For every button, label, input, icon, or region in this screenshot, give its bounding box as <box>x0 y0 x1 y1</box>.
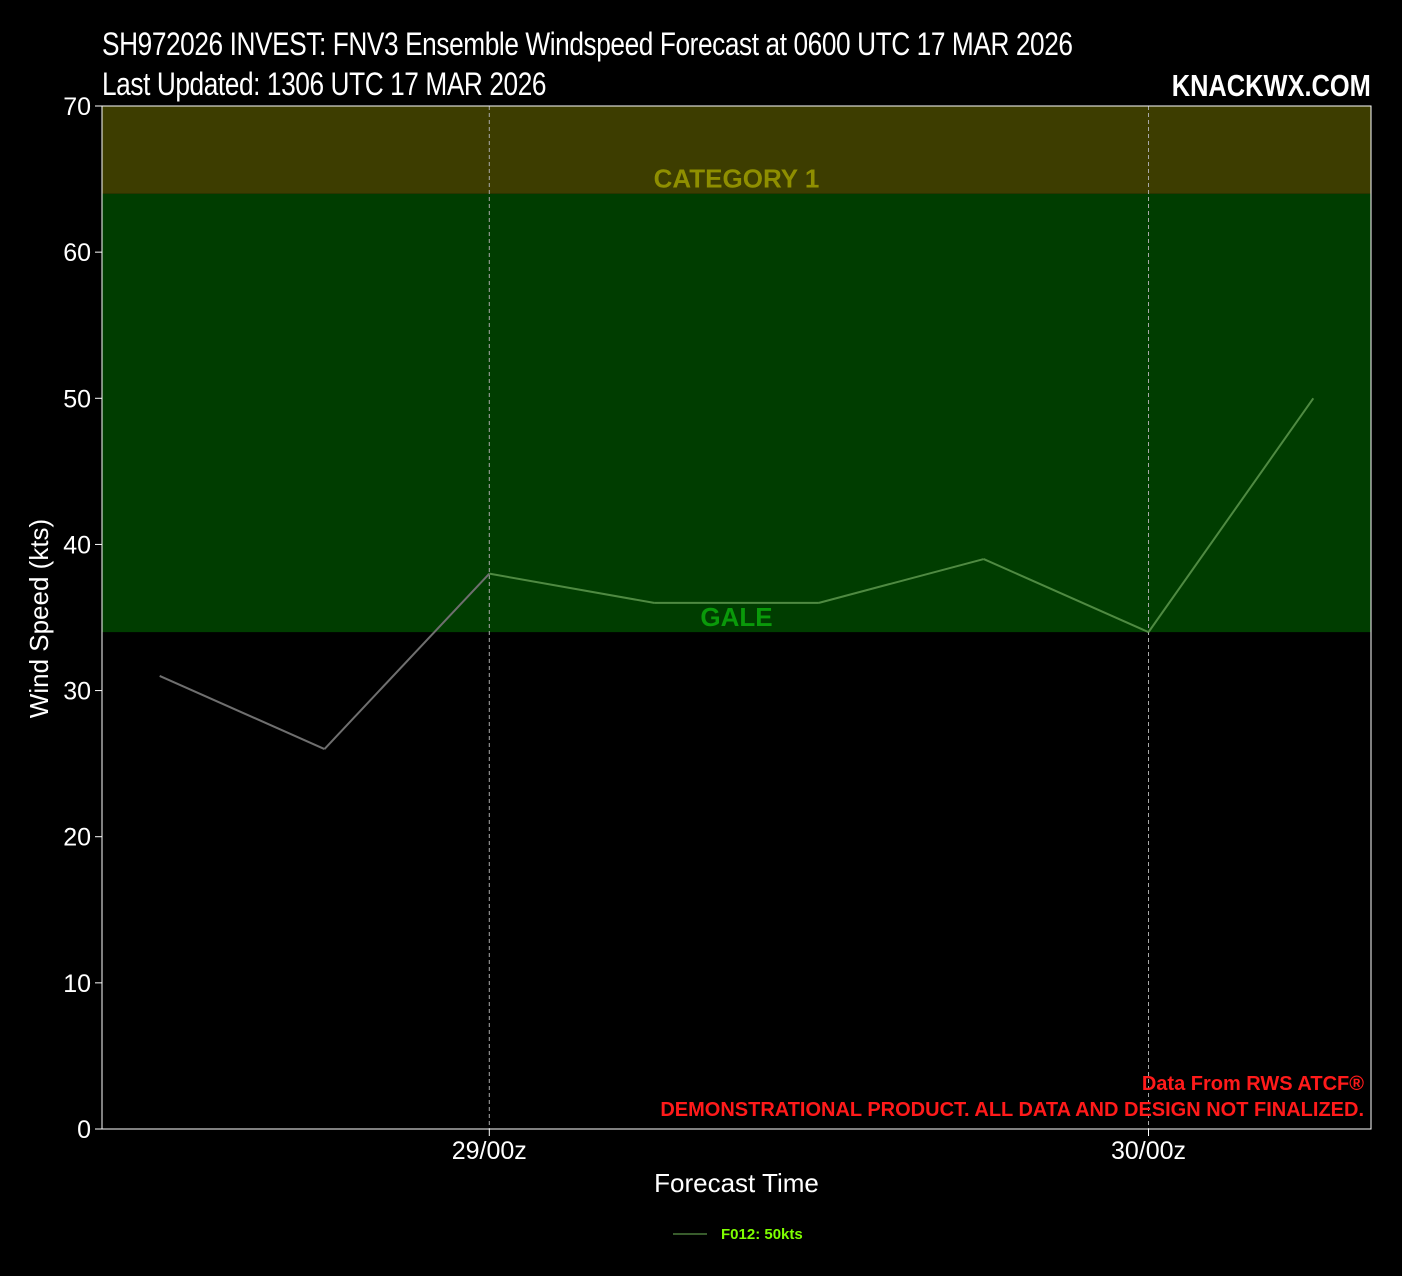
series-segment <box>1147 397 1315 633</box>
disclaimer-notes: Data From RWS ATCF® DEMONSTRATIONAL PRODU… <box>660 1073 1364 1121</box>
chart-subtitle: Last Updated: 1306 UTC 17 MAR 2026 <box>102 66 547 102</box>
intensity-bands <box>102 106 1371 633</box>
series-segment <box>489 572 655 604</box>
legend-entry: F012: 50kts <box>721 1226 803 1243</box>
y-tick-label: 60 <box>63 239 91 267</box>
band-category-1 <box>102 106 1371 194</box>
series-segment <box>323 572 491 750</box>
demonstration-disclaimer: DEMONSTRATIONAL PRODUCT. ALL DATA AND DE… <box>660 1099 1364 1121</box>
band-label-gale: GALE <box>700 602 772 632</box>
brand-logo-text: KNACKWX.COM <box>1171 68 1371 103</box>
x-axis-ticks: 29/00z 30/00z <box>452 1129 1186 1165</box>
band-gale <box>102 193 1371 633</box>
y-tick-label: 20 <box>63 824 91 852</box>
x-tick-label: 30/00z <box>1111 1137 1186 1165</box>
y-tick-label: 0 <box>77 1116 91 1144</box>
band-labels: GALE CATEGORY 1 <box>654 164 820 632</box>
x-tick-label: 29/00z <box>452 1137 527 1165</box>
y-tick-label: 70 <box>63 93 91 121</box>
x-axis-label: Forecast Time <box>654 1168 819 1198</box>
band-label-category-1: CATEGORY 1 <box>654 164 820 194</box>
y-axis-ticks: 0 10 20 30 40 50 60 70 <box>63 93 102 1144</box>
legend: F012: 50kts <box>673 1226 803 1243</box>
series-segment <box>159 675 325 750</box>
series-segment <box>818 558 984 604</box>
y-axis-label: Wind Speed (kts) <box>24 519 54 718</box>
series-lines <box>159 397 1315 750</box>
y-tick-label: 30 <box>63 678 91 706</box>
grid-lines <box>488 106 1150 1129</box>
y-tick-label: 40 <box>63 531 91 559</box>
data-source-note: Data From RWS ATCF® <box>1142 1073 1364 1095</box>
y-tick-label: 10 <box>63 970 91 998</box>
chart-title: SH972026 INVEST: FNV3 Ensemble Windspeed… <box>102 26 1073 62</box>
y-tick-label: 50 <box>63 385 91 413</box>
plot-frame <box>101 105 1372 1130</box>
series-segment <box>983 558 1149 634</box>
